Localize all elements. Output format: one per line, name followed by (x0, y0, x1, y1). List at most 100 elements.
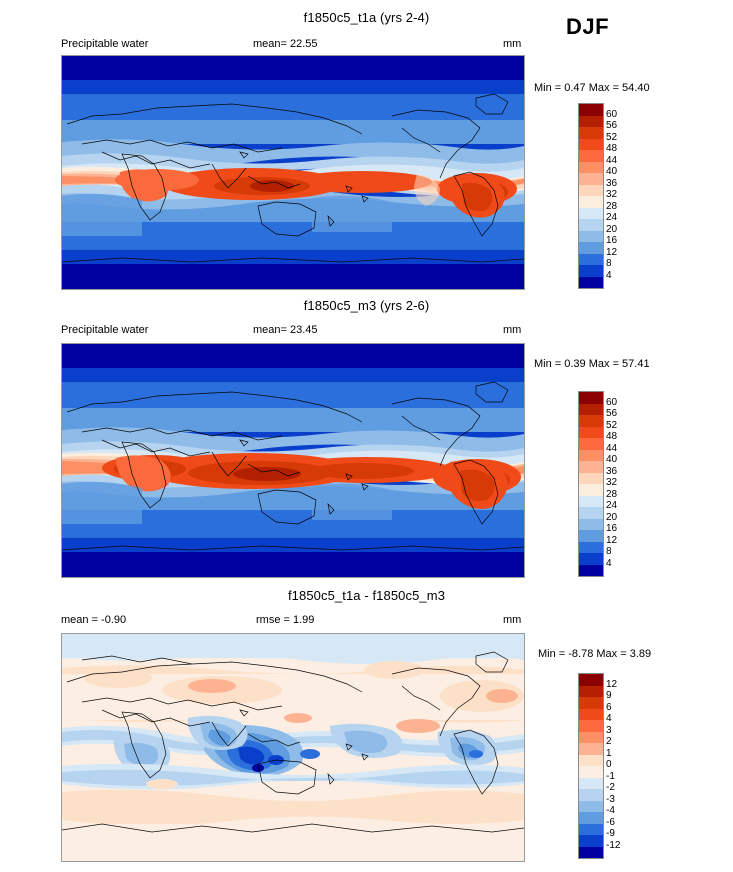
season-label: DJF (566, 14, 610, 39)
panel-diff-units-label: mm (503, 614, 522, 626)
colorbar-tick-label: 28 (606, 488, 618, 500)
colorbar-band (579, 708, 603, 720)
colorbar-tick-label: 36 (606, 177, 618, 189)
colorbar-tick-label: 56 (606, 120, 618, 131)
panel-middle-left-label: Precipitable water (61, 324, 149, 336)
panel-top-minmax: Min = 0.47 Max = 54.40 (534, 82, 650, 94)
colorbar-band (579, 230, 603, 242)
colorbar-band (579, 766, 603, 778)
colorbar-tick-label: 1 (606, 747, 612, 759)
panel-top-units-label: mm (503, 38, 522, 50)
map-diff (61, 633, 525, 862)
colorbar-band (579, 777, 603, 789)
colorbar-band (579, 564, 603, 576)
colorbar-tick-label: -9 (606, 828, 615, 839)
colorbar-tick-label: 44 (606, 154, 618, 166)
colorbar-band (579, 754, 603, 766)
panel-top-mean-label: mean= 22.55 (253, 38, 318, 50)
colorbar-tick-label: 28 (606, 200, 618, 212)
colorbar-band (579, 461, 603, 473)
colorbar-tick-label: 16 (606, 235, 618, 246)
colorbar-band (579, 530, 603, 542)
colorbar-band (579, 743, 603, 755)
colorbar-band (579, 196, 603, 208)
colorbar-tick-label: 12 (606, 246, 618, 258)
colorbar-tick-label: 44 (606, 442, 618, 454)
colorbar-band (579, 472, 603, 484)
colorbar-tick-label: 20 (606, 511, 618, 523)
colorbar-tick-label: 2 (606, 736, 612, 747)
colorbar-tick-label: 16 (606, 523, 618, 534)
colorbar-tick-label: 9 (606, 690, 612, 701)
colorbar-tick-label: -6 (606, 816, 615, 828)
colorbar-top (578, 103, 604, 289)
colorbar-band (579, 242, 603, 254)
colorbar-band (579, 553, 603, 565)
colorbar-middle (578, 391, 604, 577)
colorbar-band (579, 685, 603, 697)
panel-middle-units-label: mm (503, 324, 522, 336)
colorbar-band (579, 265, 603, 277)
panel-diff-rmse-label: rmse = 1.99 (256, 614, 315, 626)
panel-diff-mean-label: mean = -0.90 (61, 614, 127, 626)
panel-middle-mean-label: mean= 23.45 (253, 324, 318, 336)
panel-middle-minmax: Min = 0.39 Max = 57.41 (534, 358, 650, 370)
colorbar-band (579, 731, 603, 743)
colorbar-band (579, 789, 603, 801)
colorbar-tick-label: 56 (606, 408, 618, 419)
colorbar-tick-label: 4 (606, 713, 612, 724)
colorbar-tick-label: 24 (606, 212, 618, 223)
colorbar-tick-label: -2 (606, 782, 615, 793)
panel-top-left-label: Precipitable water (61, 38, 149, 50)
colorbar-tick-label: 20 (606, 223, 618, 235)
colorbar-band (579, 507, 603, 519)
colorbar-band (579, 541, 603, 553)
colorbar-tick-label: 40 (606, 454, 618, 465)
colorbar-band (579, 484, 603, 496)
colorbar-tick-label: -3 (606, 793, 615, 805)
colorbar-band (579, 438, 603, 450)
colorbar-band (579, 138, 603, 150)
colorbar-band (579, 392, 603, 404)
colorbar-tick-label: 48 (606, 431, 618, 442)
colorbar-tick-label: 12 (606, 678, 618, 690)
map-middle-canvas (62, 344, 524, 577)
map-diff-canvas (62, 634, 524, 861)
colorbar-tick-label: -1 (606, 770, 615, 782)
colorbar-band (579, 276, 603, 288)
colorbar-tick-label: 52 (606, 419, 618, 431)
colorbar-band (579, 415, 603, 427)
panel-diff-title: f1850c5_t1a - f1850c5_m3 (287, 588, 446, 603)
colorbar-band (579, 800, 603, 812)
colorbar-band (579, 207, 603, 219)
colorbar-tick-label: 3 (606, 724, 612, 736)
panel-middle-title: f1850c5_m3 (yrs 2-6) (303, 298, 430, 313)
colorbar-band (579, 495, 603, 507)
colorbar-band (579, 449, 603, 461)
colorbar-band (579, 835, 603, 847)
colorbar-tick-label: 4 (606, 557, 612, 569)
colorbar-band (579, 219, 603, 231)
map-middle (61, 343, 525, 578)
colorbar-tick-label: 36 (606, 465, 618, 477)
colorbar-tick-label: 24 (606, 500, 618, 511)
colorbar-tick-label: 12 (606, 534, 618, 546)
colorbar-band (579, 115, 603, 127)
colorbar-tick-label: -4 (606, 805, 615, 816)
colorbar-band (579, 184, 603, 196)
map-top-canvas (62, 56, 524, 289)
panel-top-title: f1850c5_t1a (yrs 2-4) (303, 10, 430, 25)
colorbar-tick-label: 8 (606, 258, 612, 269)
colorbar-tick-label: 52 (606, 131, 618, 143)
colorbar-tick-label: 40 (606, 166, 618, 177)
colorbar-tick-label: -12 (606, 839, 621, 851)
colorbar-tick-label: 8 (606, 546, 612, 557)
panel-diff-minmax: Min = -8.78 Max = 3.89 (538, 648, 652, 660)
colorbar-tick-label: 4 (606, 269, 612, 281)
colorbar-band (579, 161, 603, 173)
colorbar-band (579, 812, 603, 824)
colorbar-band (579, 403, 603, 415)
map-top (61, 55, 525, 290)
colorbar-tick-label: 60 (606, 108, 618, 120)
colorbar-band (579, 846, 603, 858)
